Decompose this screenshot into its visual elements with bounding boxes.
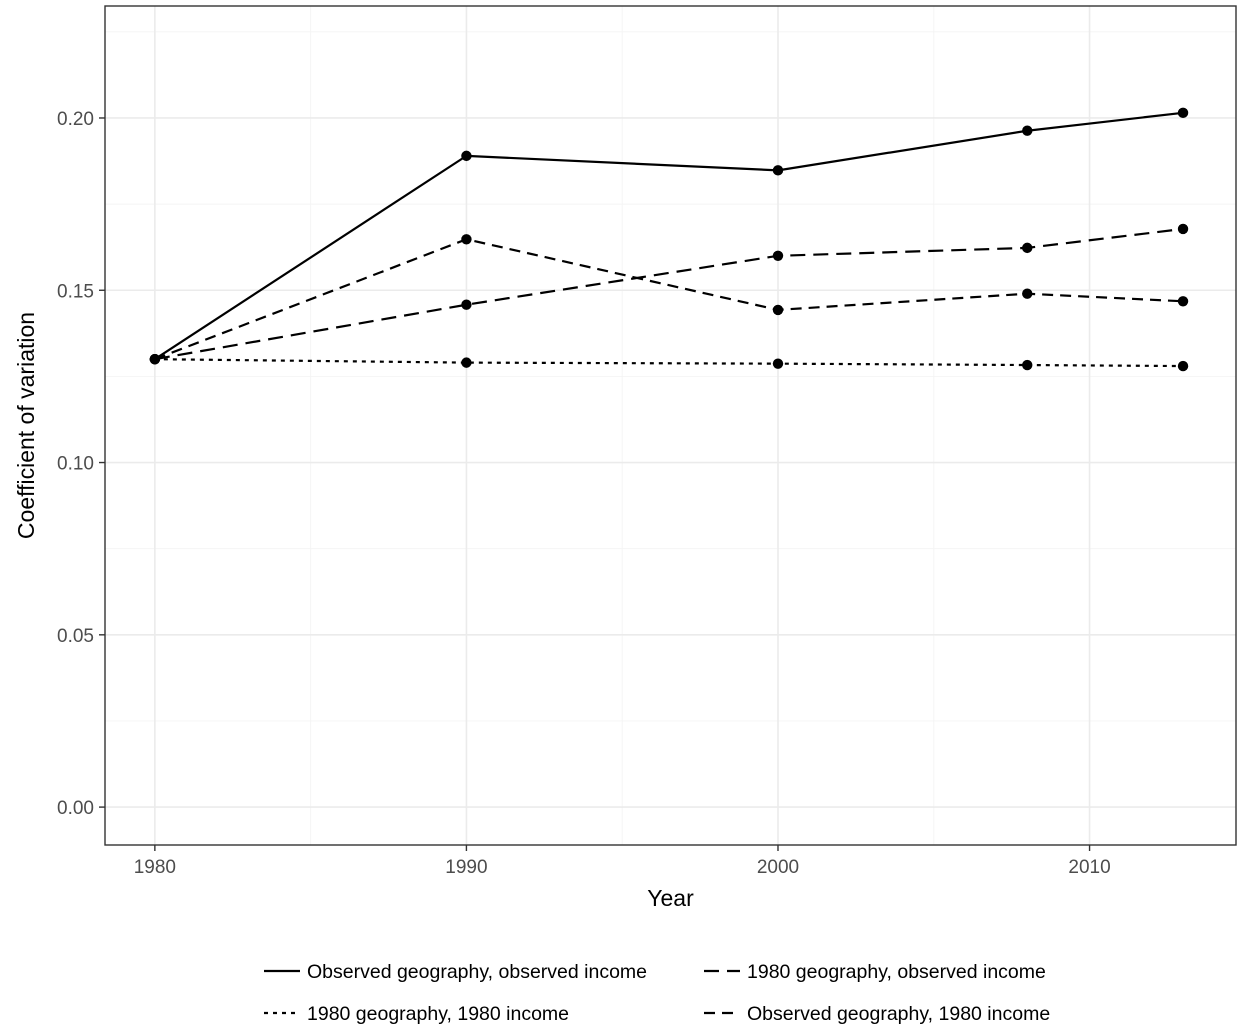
- legend-label-3: 1980 geography, 1980 income: [307, 1003, 569, 1025]
- grid: [105, 6, 1236, 845]
- data-point: [772, 165, 784, 176]
- y-tick-label: 0.15: [57, 281, 94, 302]
- x-tick-label: 2000: [757, 857, 799, 878]
- data-point: [1022, 125, 1033, 136]
- data-point: [1177, 223, 1189, 235]
- data-point: [461, 234, 472, 245]
- data-point: [1022, 288, 1033, 299]
- data-point: [149, 353, 161, 365]
- legend: Observed geography, observed income 1980 …: [264, 961, 1050, 1025]
- x-tick-label: 1990: [445, 857, 487, 878]
- y-tick-label: 0.20: [57, 109, 94, 130]
- axes: 1980 1990 2000 2010 0.00 0.05 0.10 0.15 0.20: [57, 109, 1111, 878]
- x-axis-title: Year: [647, 885, 694, 911]
- legend-label-4: Observed geography, 1980 income: [747, 1003, 1050, 1025]
- data-point: [461, 150, 472, 162]
- data-point: [1177, 107, 1189, 119]
- series-lines: [154, 111, 1184, 368]
- plot-panel-border: [104, 5, 1237, 846]
- data-point: [772, 250, 784, 262]
- data-point: [1177, 360, 1189, 372]
- data-point: [1022, 242, 1033, 254]
- data-point: [772, 358, 784, 369]
- x-tick-label: 2010: [1068, 857, 1110, 878]
- data-point: [461, 357, 472, 368]
- y-tick-label: 0.00: [57, 798, 94, 819]
- data-point: [461, 299, 472, 310]
- x-tick-label: 1980: [134, 857, 176, 878]
- y-tick-label: 0.05: [57, 626, 94, 647]
- y-tick-label: 0.10: [57, 454, 94, 475]
- y-axis-title: Coefficient of variation: [13, 312, 39, 539]
- legend-label-1: Observed geography, observed income: [307, 961, 647, 983]
- data-point: [1022, 359, 1033, 371]
- legend-label-2: 1980 geography, observed income: [747, 961, 1046, 983]
- data-point: [772, 304, 784, 316]
- series-line-1: [154, 111, 1184, 361]
- data-point: [1177, 296, 1189, 307]
- data-points: [149, 107, 1189, 372]
